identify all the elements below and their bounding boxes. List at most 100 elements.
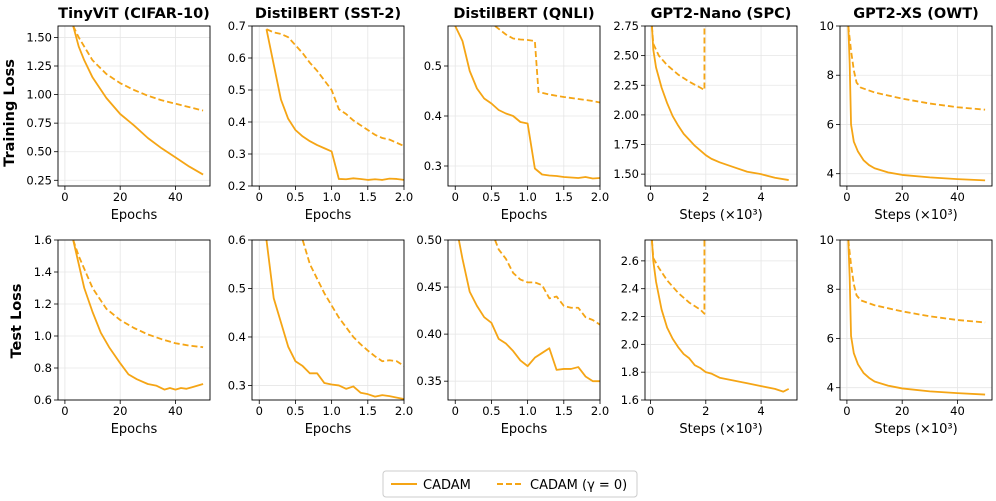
- y-tick-label: 8: [827, 282, 834, 296]
- y-tick-label: 2.0: [621, 337, 639, 351]
- y-tick-label: 0.6: [34, 393, 52, 407]
- y-tick-label: 1.6: [621, 393, 639, 407]
- x-tick-label: 2.0: [591, 190, 609, 204]
- panel-6: 0 0.5 1.0 1.5 2.0 0.3 0.4 0.5 0.6 Epochs: [228, 233, 413, 437]
- panel-0: 0 20 40 0.25 0.50 0.75 1.00 1.25 1.50 Epochs TinyV…: [26, 6, 211, 223]
- x-tick-label: 0.5: [286, 404, 304, 418]
- x-tick-label: 0: [647, 190, 654, 204]
- x-tick-label: 0: [452, 190, 459, 204]
- y-tick-label: 1.6: [34, 233, 52, 247]
- y-tick-label: 0.6: [228, 51, 246, 65]
- y-tick-label: 0.8: [34, 361, 52, 375]
- x-tick-label: 0: [843, 404, 850, 418]
- y-tick-label: 0.45: [416, 280, 442, 294]
- series-line-cadam: [457, 240, 600, 383]
- x-tick-label: 0: [61, 190, 68, 204]
- y-tick-label: 0.3: [228, 147, 246, 161]
- y-tick-label: 4: [827, 381, 834, 395]
- series-line-cadam: [265, 29, 404, 181]
- y-tick-label: 0.50: [416, 233, 442, 247]
- y-tick-label: 0.4: [424, 109, 442, 123]
- x-tick-label: 1.5: [359, 404, 377, 418]
- x-tick-label: 1.5: [555, 404, 573, 418]
- y-tick-label: 0.3: [424, 159, 442, 173]
- series-line-cadam-gamma0: [494, 26, 600, 104]
- x-tick-label: 20: [895, 190, 910, 204]
- x-tick-label: 0: [647, 404, 654, 418]
- panel-title: GPT2-XS (OWT): [853, 6, 978, 22]
- panel-4: 0 20 40 4 6 8 10 Steps (×10³) GPT2-XS (OWT): [819, 6, 993, 223]
- y-tick-label: 6: [827, 331, 834, 345]
- y-tick-label: 6: [827, 117, 834, 131]
- axes-frame: [644, 25, 798, 187]
- axes-frame: [251, 239, 405, 401]
- x-tick-label: 40: [950, 190, 965, 204]
- x-tick-label: 1.0: [518, 190, 536, 204]
- legend-solid-label: CADAM: [423, 478, 471, 493]
- panel-3: 0 2 4 1.50 1.75 2.00 2.25 2.50 2.75 Steps (×10³) G…: [613, 6, 798, 223]
- y-tick-label: 1.8: [621, 365, 639, 379]
- panel-5: 0 20 40 0.6 0.8 1.0 1.2 1.4 1.6 Epochs: [34, 233, 211, 437]
- legend: CADAM CADAM (γ = 0): [382, 470, 638, 498]
- y-tick-label: 1.50: [26, 30, 52, 44]
- series-line-cadam: [454, 26, 600, 180]
- x-axis-label: Epochs: [305, 208, 352, 223]
- y-tick-label: 10: [819, 233, 834, 247]
- series-line-cadam: [847, 26, 986, 182]
- axes-frame: [251, 25, 405, 187]
- series-line-cadam: [265, 240, 404, 400]
- y-tick-label: 0.40: [416, 327, 442, 341]
- x-tick-label: 0: [256, 404, 263, 418]
- x-axis-label: Steps (×10³): [874, 422, 957, 437]
- x-tick-label: 0.5: [482, 190, 500, 204]
- panel-title: TinyViT (CIFAR-10): [58, 6, 210, 22]
- series-line-cadam-gamma0: [72, 26, 204, 112]
- y-tick-label: 2.00: [613, 108, 639, 122]
- axes-frame: [447, 25, 601, 187]
- x-tick-label: 1.5: [555, 190, 573, 204]
- y-tick-label: 0.7: [228, 19, 246, 33]
- x-tick-label: 2: [702, 190, 709, 204]
- y-tick-label: 2.75: [613, 19, 639, 33]
- y-tick-label: 0.50: [26, 145, 52, 159]
- x-tick-label: 20: [895, 404, 910, 418]
- x-tick-label: 0: [843, 190, 850, 204]
- axes-frame: [447, 239, 601, 401]
- series-line-cadam: [72, 26, 204, 176]
- y-tick-label: 0.4: [228, 330, 246, 344]
- y-tick-label: 0.6: [228, 233, 246, 247]
- panel-9: 0 20 40 4 6 8 10 Steps (×10³): [819, 233, 993, 437]
- y-tick-label: 0.4: [228, 115, 246, 129]
- x-tick-label: 4: [757, 404, 764, 418]
- axes-frame: [644, 239, 798, 401]
- row-label-training: Training Loss: [2, 59, 18, 167]
- row-label-test: Test Loss: [9, 284, 25, 359]
- axes-frame: [839, 25, 993, 187]
- y-tick-label: 10: [819, 19, 834, 33]
- panel-1: 0 0.5 1.0 1.5 2.0 0.2 0.3 0.4 0.5 0.6 0.7 Epochs Dis…: [228, 6, 413, 223]
- panel-title: DistilBERT (QNLI): [453, 6, 594, 22]
- series-line-cadam-gamma0: [72, 240, 204, 349]
- y-tick-label: 0.25: [26, 173, 52, 187]
- panel-8: 0 2 4 1.6 1.8 2.0 2.2 2.4 2.6 Steps (×10³): [621, 239, 798, 437]
- series-line-cadam-gamma0: [847, 240, 986, 324]
- y-tick-label: 1.2: [34, 297, 52, 311]
- x-tick-label: 40: [168, 190, 183, 204]
- legend-dashed-label: CADAM (γ = 0): [530, 478, 627, 493]
- y-tick-label: 2.25: [613, 78, 639, 92]
- x-tick-label: 0.5: [286, 190, 304, 204]
- x-tick-label: 0: [256, 190, 263, 204]
- y-tick-label: 0.5: [228, 281, 246, 295]
- x-axis-label: Epochs: [305, 422, 352, 437]
- x-tick-label: 40: [168, 404, 183, 418]
- y-tick-label: 2.2: [621, 310, 639, 324]
- axes-frame: [57, 239, 211, 401]
- panel-7: 0 0.5 1.0 1.5 2.0 0.35 0.40 0.45 0.50 Epochs: [416, 233, 609, 437]
- x-tick-label: 2.0: [395, 190, 413, 204]
- series-line-cadam-gamma0: [651, 240, 706, 315]
- y-tick-label: 0.5: [424, 59, 442, 73]
- x-axis-label: Steps (×10³): [679, 208, 762, 223]
- x-tick-label: 20: [113, 404, 128, 418]
